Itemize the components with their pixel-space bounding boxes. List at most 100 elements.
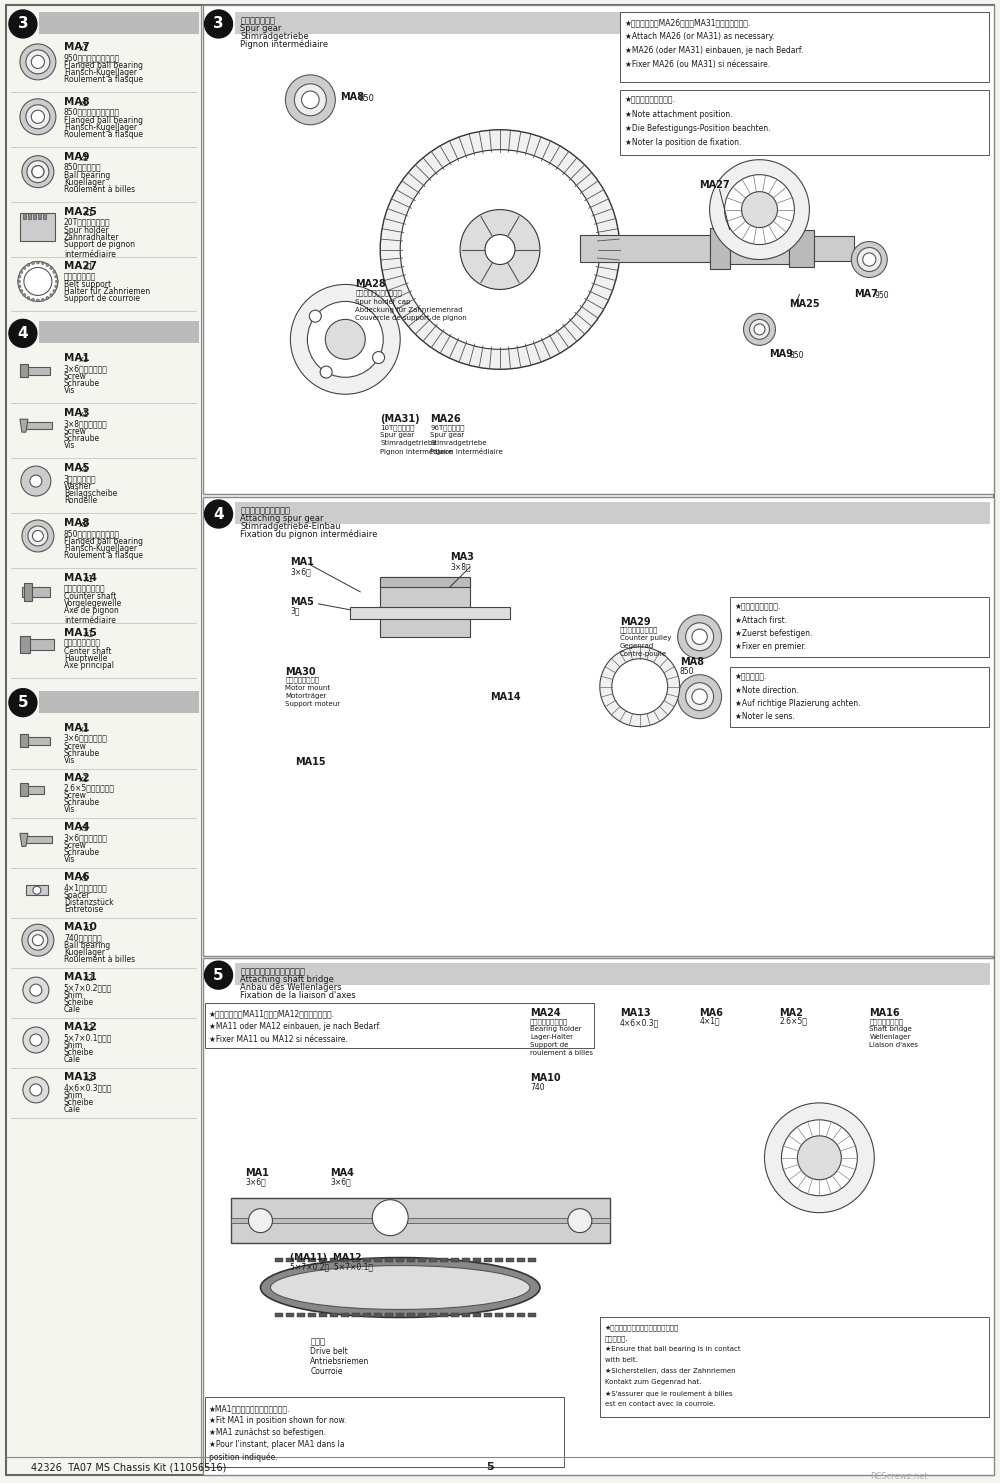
- Circle shape: [20, 270, 23, 273]
- Circle shape: [23, 267, 26, 270]
- Bar: [710, 227, 730, 270]
- Circle shape: [18, 261, 58, 301]
- Bar: [20, 365, 28, 377]
- Circle shape: [32, 934, 43, 946]
- Text: roulement à billes: roulement à billes: [530, 1050, 593, 1056]
- Bar: [39, 12, 199, 34]
- Text: Support de pignon
intermédiaire: Support de pignon intermédiaire: [64, 240, 135, 260]
- Circle shape: [686, 623, 714, 651]
- Text: Support de: Support de: [530, 1043, 568, 1048]
- Circle shape: [285, 74, 335, 125]
- Bar: [407, 1314, 415, 1317]
- Text: x1: x1: [79, 725, 89, 734]
- Bar: [39, 691, 199, 713]
- Text: Entretoise: Entretoise: [64, 905, 103, 914]
- Circle shape: [31, 55, 44, 68]
- Bar: [451, 1314, 459, 1317]
- Bar: [235, 503, 990, 523]
- Text: 850: 850: [789, 351, 804, 360]
- Text: モーターマウント: モーターマウント: [285, 676, 319, 684]
- Bar: [363, 1314, 371, 1317]
- Text: MA14: MA14: [490, 691, 521, 701]
- Circle shape: [205, 961, 233, 989]
- Circle shape: [764, 1103, 874, 1213]
- Text: x2: x2: [84, 1074, 94, 1083]
- Text: x1: x1: [79, 466, 89, 475]
- Text: Rondelle: Rondelle: [64, 495, 97, 506]
- Bar: [600, 1317, 989, 1418]
- Text: 3×6㎜六角皿ビス: 3×6㎜六角皿ビス: [64, 833, 108, 842]
- Text: Stimradgetriebe: Stimradgetriebe: [430, 440, 487, 446]
- Text: Axe principal: Axe principal: [64, 661, 114, 670]
- Bar: [308, 1258, 316, 1262]
- Text: 850フランジベアリング: 850フランジベアリング: [64, 529, 120, 538]
- Text: MA6: MA6: [700, 1008, 723, 1017]
- Bar: [275, 1314, 283, 1317]
- Bar: [429, 1258, 437, 1262]
- Circle shape: [9, 688, 37, 716]
- Text: x1: x1: [84, 575, 94, 584]
- Text: 96Tスパーギヤ: 96Tスパーギヤ: [430, 424, 465, 430]
- Circle shape: [41, 261, 44, 264]
- Text: Flansch-Kugellager: Flansch-Kugellager: [64, 544, 137, 553]
- Text: Attaching spur gear: Attaching spur gear: [240, 515, 324, 523]
- Text: ★Fixer MA26 (ou MA31) si nécessaire.: ★Fixer MA26 (ou MA31) si nécessaire.: [625, 59, 770, 68]
- Circle shape: [53, 270, 56, 273]
- Text: MA5: MA5: [64, 463, 89, 473]
- Circle shape: [46, 264, 49, 267]
- Bar: [484, 1314, 492, 1317]
- Text: MA11: MA11: [64, 973, 97, 982]
- Text: Schraube: Schraube: [64, 848, 100, 857]
- Text: 10Tスパーギヤ: 10Tスパーギヤ: [380, 424, 415, 430]
- Text: ★Sicherstellen, dass der Zahnriemen: ★Sicherstellen, dass der Zahnriemen: [605, 1369, 735, 1375]
- Circle shape: [27, 297, 30, 300]
- Bar: [730, 667, 989, 727]
- Bar: [484, 1258, 492, 1262]
- Bar: [363, 1258, 371, 1262]
- Text: 4×1㎜スペーサー: 4×1㎜スペーサー: [64, 884, 108, 893]
- Bar: [429, 1314, 437, 1317]
- Text: Counter shaft: Counter shaft: [64, 592, 116, 601]
- Text: 5×7×0.2㎜  5×7×0.1㎜: 5×7×0.2㎜ 5×7×0.1㎜: [290, 1262, 373, 1271]
- Bar: [33, 212, 36, 218]
- Circle shape: [18, 285, 21, 288]
- Text: Cale: Cale: [64, 1005, 81, 1014]
- Bar: [528, 1314, 536, 1317]
- Bar: [380, 577, 470, 636]
- Text: MA1: MA1: [290, 558, 314, 567]
- Text: MA2: MA2: [64, 773, 89, 783]
- Text: 3×6㎜六角丸ビス: 3×6㎜六角丸ビス: [64, 734, 108, 743]
- Text: Flansch-Kugellager: Flansch-Kugellager: [64, 123, 137, 132]
- Circle shape: [742, 191, 777, 227]
- Text: Liaison d'axes: Liaison d'axes: [869, 1043, 918, 1048]
- Bar: [451, 1258, 459, 1262]
- Text: Kontakt zum Gegenrad hat.: Kontakt zum Gegenrad hat.: [605, 1379, 701, 1385]
- Circle shape: [20, 44, 56, 80]
- Text: 740: 740: [530, 1083, 545, 1091]
- Text: ★MA1 zunächst so befestigen.: ★MA1 zunächst so befestigen.: [209, 1428, 326, 1437]
- Circle shape: [55, 274, 58, 277]
- Text: MA27: MA27: [700, 179, 730, 190]
- Text: Flansch-Kugellager: Flansch-Kugellager: [64, 68, 137, 77]
- Bar: [495, 1258, 503, 1262]
- Text: Support moteur: Support moteur: [285, 700, 341, 707]
- Text: (MA11)  MA12: (MA11) MA12: [290, 1253, 362, 1262]
- Text: ★取り付け位置に注意.: ★取り付け位置に注意.: [625, 96, 676, 105]
- Bar: [43, 212, 46, 218]
- Bar: [22, 368, 50, 375]
- Text: 3×6㎜: 3×6㎜: [290, 567, 311, 575]
- Text: Kugellager: Kugellager: [64, 948, 105, 957]
- Text: Spur gear: Spur gear: [240, 24, 282, 33]
- Text: ★Fixer en premier.: ★Fixer en premier.: [735, 642, 806, 651]
- Text: 950: 950: [874, 292, 889, 301]
- Text: Screw: Screw: [64, 841, 87, 850]
- Bar: [385, 1258, 393, 1262]
- Text: Flanged ball bearing: Flanged ball bearing: [64, 116, 143, 125]
- Circle shape: [27, 264, 30, 267]
- Text: ★MA1を下図の位置で固定します.: ★MA1を下図の位置で固定します.: [209, 1404, 290, 1413]
- Text: 950フランジベアリング: 950フランジベアリング: [64, 53, 120, 62]
- Circle shape: [373, 351, 385, 363]
- Circle shape: [754, 323, 765, 335]
- Bar: [203, 4, 994, 494]
- Text: x1: x1: [84, 264, 94, 273]
